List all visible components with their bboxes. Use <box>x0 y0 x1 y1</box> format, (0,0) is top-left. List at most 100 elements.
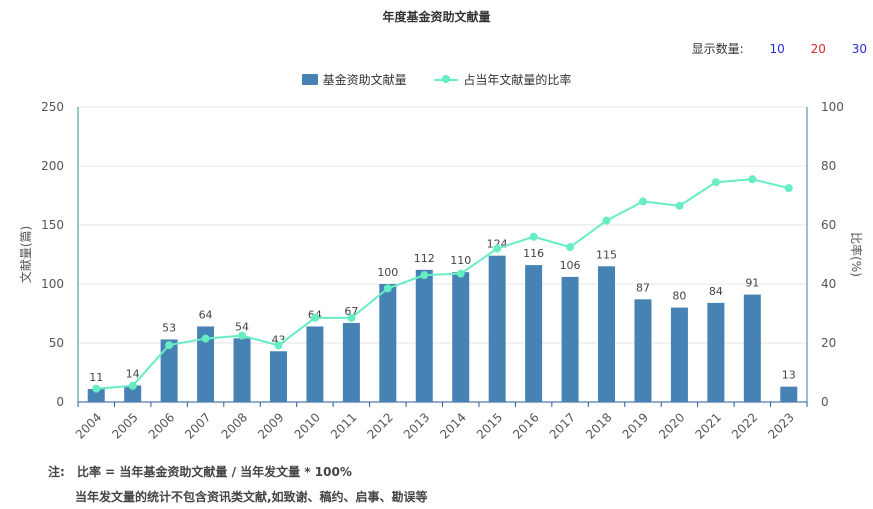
ratio-point <box>529 232 538 241</box>
bar <box>197 326 215 402</box>
bar <box>488 255 506 402</box>
ratio-point <box>420 271 429 280</box>
bar <box>670 307 688 402</box>
bar <box>707 302 725 402</box>
ratio-point <box>165 341 174 350</box>
bar <box>269 351 287 402</box>
chart-canvas: 0 50 100 150 200 250 0 20 40 60 80 100 文献量(篇) 比率(%) 20… <box>18 100 864 442</box>
bar <box>124 385 142 402</box>
note-line-2: 当年发文量的统计不包含资讯类文献,如致谢、稿约、启事、勘误等 <box>75 490 428 504</box>
y-right-tick-label: 20 <box>821 336 836 350</box>
y-left-tick-label: 50 <box>49 336 64 350</box>
bar-data-label: 64 <box>199 308 213 321</box>
display-count-option-30[interactable]: 30 <box>851 42 867 56</box>
bar <box>379 284 397 402</box>
y-right-tick-label: 100 <box>821 100 844 114</box>
bar-data-label: 11 <box>89 371 103 384</box>
display-count-option-20[interactable]: 20 <box>810 42 826 56</box>
ratio-point <box>274 341 283 350</box>
legend-line-label: 占当年文献量的比率 <box>463 73 572 87</box>
bar-data-label: 84 <box>709 285 723 298</box>
bar-data-label: 54 <box>235 320 249 333</box>
ratio-point <box>748 175 757 184</box>
display-count-selector: 显示数量: 10 20 30 <box>692 40 867 57</box>
x-tick-label: 2008 <box>219 410 250 441</box>
bar <box>525 265 543 402</box>
y-left-tick-label: 0 <box>56 395 64 409</box>
bar <box>160 339 178 402</box>
legend-bar-label: 基金资助文献量 <box>322 73 407 87</box>
x-tick-label: 2011 <box>328 410 359 441</box>
ratio-point <box>238 331 247 340</box>
x-tick-label: 2004 <box>73 410 104 441</box>
ratio-point <box>201 334 210 343</box>
legend-line-swatch <box>434 74 459 85</box>
ratio-point <box>675 201 684 210</box>
bar-data-label: 115 <box>596 248 617 261</box>
y-left-axis-title: 文献量(篇) <box>18 226 33 283</box>
x-tick-label: 2013 <box>401 410 432 441</box>
ratio-line <box>96 178 790 390</box>
bar <box>634 299 652 402</box>
ratio-point <box>456 269 465 278</box>
x-tick-label: 2006 <box>146 410 177 441</box>
bar <box>342 322 360 402</box>
x-tick-label: 2021 <box>692 410 723 441</box>
y-right-tick-label: 40 <box>821 277 836 291</box>
y-left-tick-label: 150 <box>41 218 64 232</box>
x-tick-label: 2010 <box>292 410 323 441</box>
bar-data-label: 116 <box>523 247 544 260</box>
bar <box>306 326 324 402</box>
ratio-point <box>638 197 647 206</box>
ratio-point <box>347 313 356 322</box>
bar <box>87 389 105 402</box>
chart-title: 年度基金资助文献量 <box>382 10 491 24</box>
bar <box>561 276 579 402</box>
y-left-tick-label: 100 <box>41 277 64 291</box>
y-right-tick-label: 80 <box>821 159 836 173</box>
bar-data-label: 110 <box>450 254 471 267</box>
y-left-tick-label: 200 <box>41 159 64 173</box>
bar-data-label: 87 <box>636 281 650 294</box>
bar <box>780 386 798 402</box>
x-tick-label: 2009 <box>255 410 286 441</box>
x-tick-label: 2005 <box>109 410 140 441</box>
ratio-point <box>602 216 611 225</box>
x-tick-label: 2017 <box>547 410 578 441</box>
ratio-point <box>128 381 137 390</box>
x-tick-label: 2023 <box>765 410 796 441</box>
bar <box>598 266 616 402</box>
note-label: 注: <box>48 465 65 479</box>
legend-item-line[interactable]: 占当年文献量的比率 <box>434 71 571 88</box>
bar <box>415 269 433 402</box>
bar <box>743 294 761 402</box>
legend-bar-swatch <box>301 74 318 85</box>
ratio-point <box>566 243 575 252</box>
y-right-axis-title: 比率(%) <box>849 232 864 277</box>
x-tick-label: 2016 <box>510 410 541 441</box>
x-tick-label: 2015 <box>474 410 505 441</box>
display-count-option-10[interactable]: 10 <box>769 42 785 56</box>
bar-data-label: 13 <box>782 369 796 382</box>
bar-data-label: 106 <box>560 259 581 272</box>
x-tick-label: 2022 <box>729 410 760 441</box>
ratio-point <box>383 284 392 293</box>
bar <box>233 338 251 402</box>
bar-data-label: 53 <box>162 321 176 334</box>
legend-item-bar[interactable]: 基金资助文献量 <box>301 71 407 88</box>
ratio-point <box>493 244 502 253</box>
x-tick-label: 2020 <box>656 410 687 441</box>
note-line-1: 注: 比率 = 当年基金资助文献量 / 当年发文量 * 100% <box>48 463 352 480</box>
chart-legend: 基金资助文献量 占当年文献量的比率 <box>0 71 873 88</box>
bar-data-label: 80 <box>672 290 686 303</box>
y-left-tick-label: 250 <box>41 100 64 114</box>
display-count-label: 显示数量: <box>691 42 744 56</box>
bar <box>452 272 470 402</box>
ratio-point <box>784 184 793 193</box>
ratio-point <box>711 178 720 187</box>
y-right-tick-label: 60 <box>821 218 836 232</box>
bar-data-label: 14 <box>126 367 140 380</box>
x-tick-label: 2012 <box>364 410 395 441</box>
x-tick-label: 2019 <box>620 410 651 441</box>
bar-data-label: 100 <box>377 266 398 279</box>
